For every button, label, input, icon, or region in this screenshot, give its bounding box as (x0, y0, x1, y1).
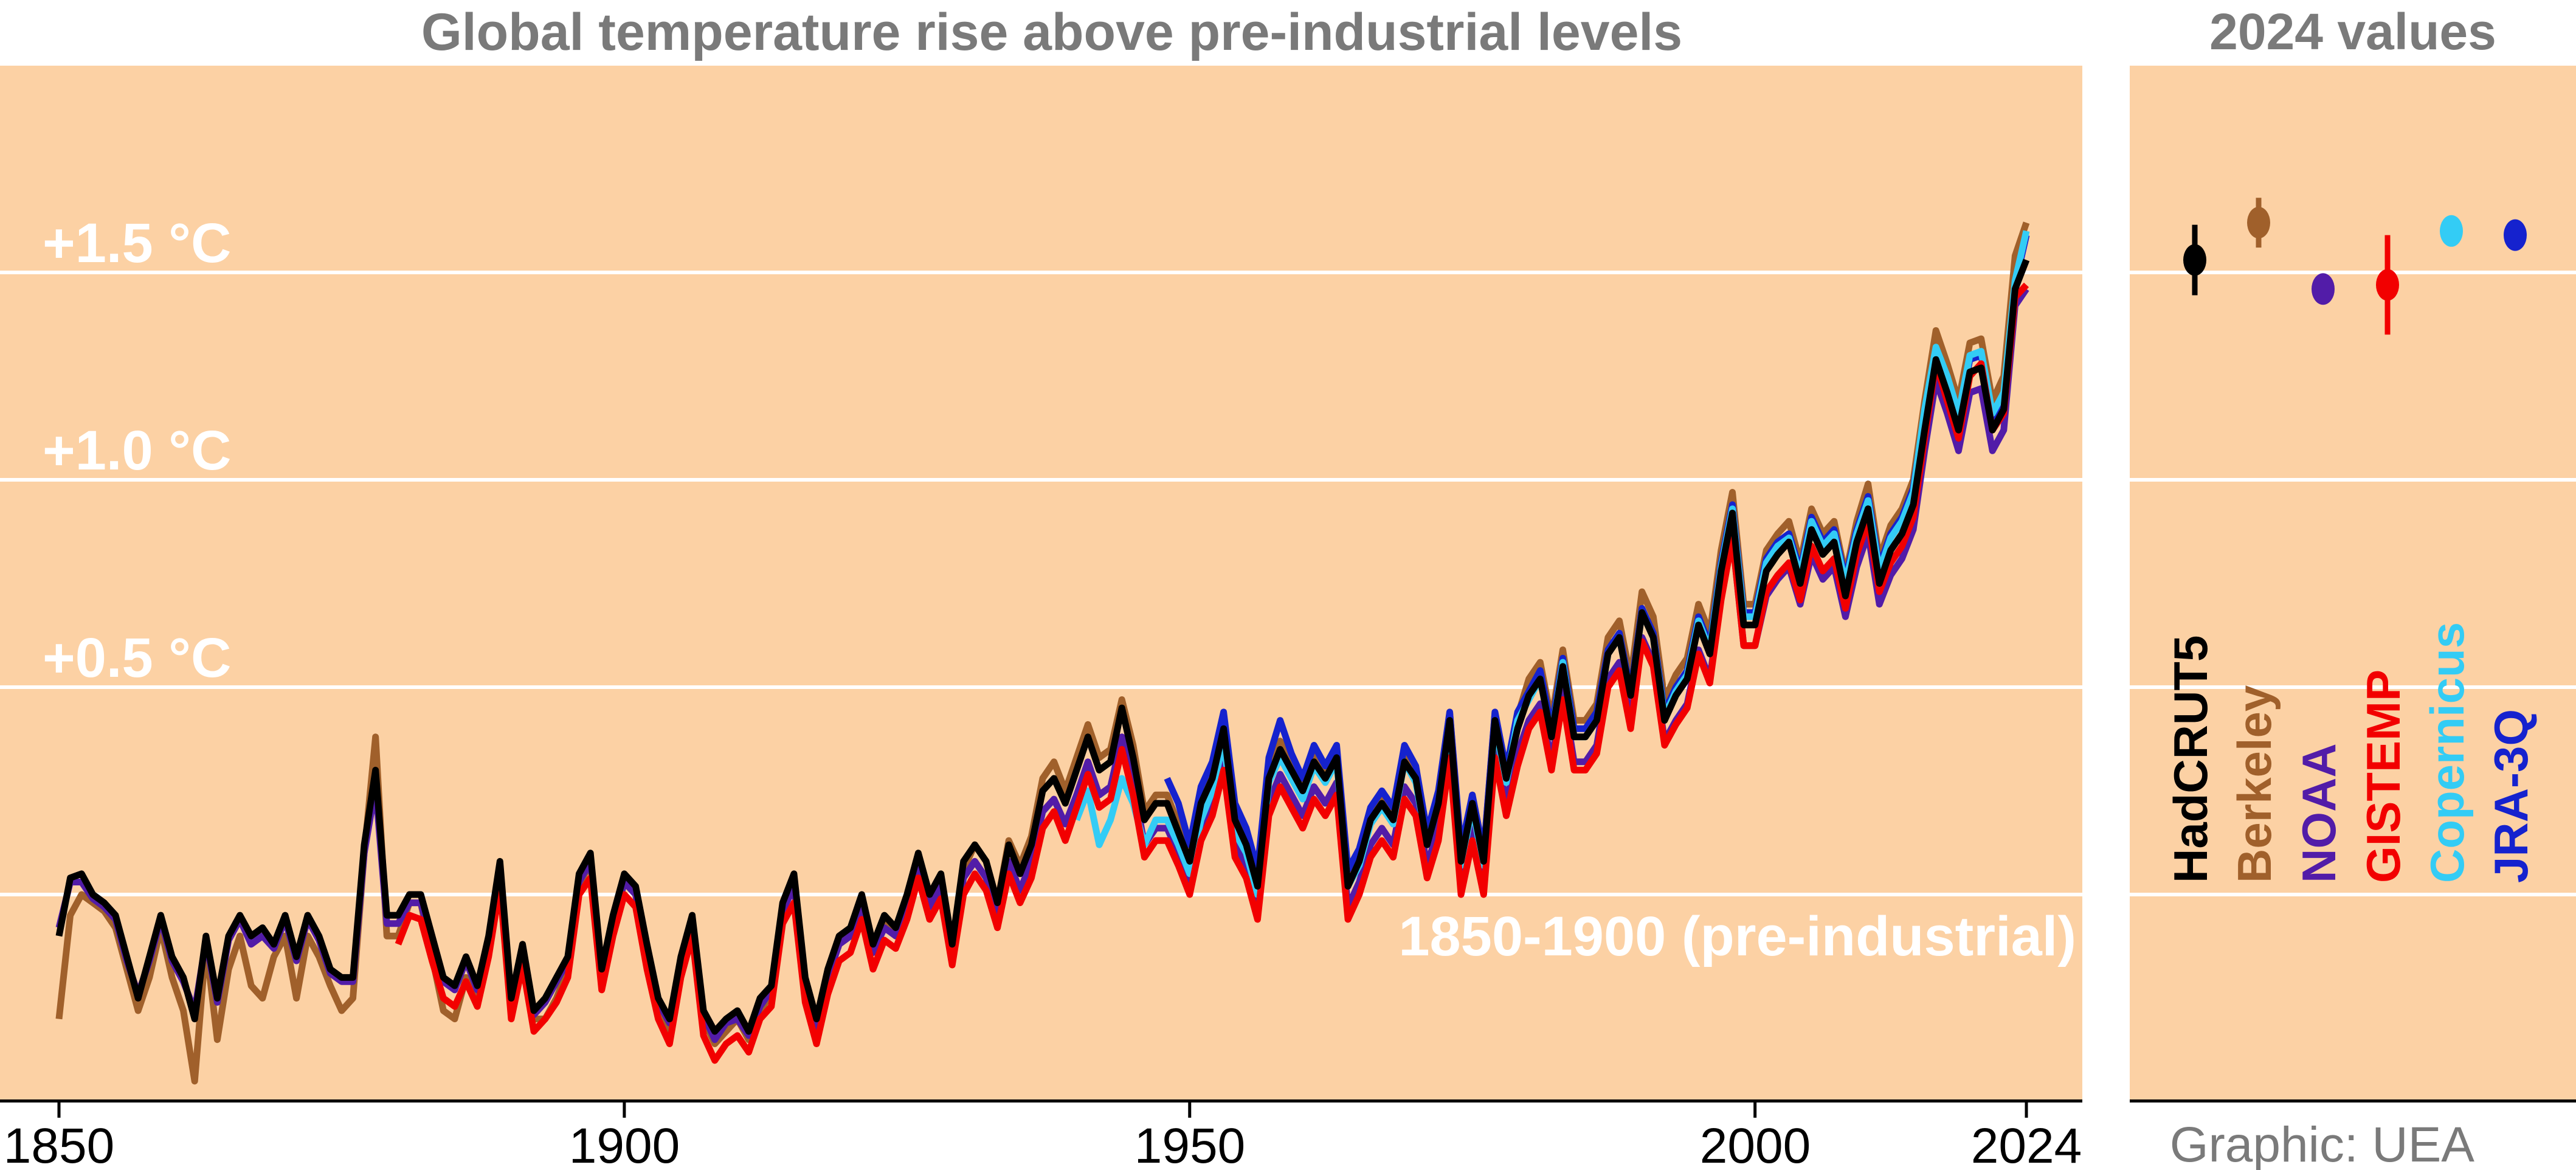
values-panel (2130, 66, 2576, 1101)
gridline-side-0 (2130, 893, 2576, 896)
x-tick-2000 (1753, 1099, 1757, 1118)
x-tick-1950 (1188, 1099, 1192, 1118)
gridline-side-1.5 (2130, 271, 2576, 274)
values-panel-title: 2024 values (2209, 3, 2496, 60)
value-dot-copernicus (2440, 215, 2463, 247)
value-dot-gistemp (2376, 269, 2399, 301)
series-line-noaa (55, 287, 2029, 1044)
x-tick-label-1850: 1850 (3, 1118, 115, 1170)
gridline-0.5 (0, 685, 2082, 689)
page-title: Global temperature rise above pre-indust… (421, 3, 1683, 61)
gridline-side-0.5 (2130, 685, 2576, 689)
x-tick-1900 (623, 1099, 626, 1118)
series-line-hadcrut5 (55, 258, 2030, 1035)
x-tick-1850 (57, 1099, 61, 1118)
series-label-jra-3q: JRA-3Q (2484, 708, 2538, 883)
x-tick-label-1950: 1950 (1134, 1118, 1246, 1170)
value-dot-berkeley (2247, 207, 2270, 239)
series-line-gistemp (395, 282, 2029, 1064)
value-dot-jra-3q (2504, 219, 2527, 251)
x-tick-2024 (2025, 1099, 2028, 1118)
gridline-0 (0, 893, 2082, 896)
x-axis-spine-side (2130, 1099, 2576, 1102)
y-axis-label-1p0: +1.0 °C (43, 420, 232, 482)
x-tick-label-2024: 2024 (1970, 1118, 2082, 1170)
x-axis-spine-main (0, 1099, 2082, 1102)
series-label-copernicus: Copernicus (2420, 621, 2474, 883)
series-line-berkeley (55, 221, 2030, 1085)
gridline-1.5 (0, 271, 2082, 274)
y-axis-label-1p5: +1.5 °C (43, 212, 232, 274)
value-dot-hadcrut5 (2183, 244, 2206, 276)
series-label-berkeley: Berkeley (2228, 685, 2281, 883)
value-dot-noaa (2312, 273, 2335, 305)
series-label-hadcrut5: HadCRUT5 (2164, 635, 2217, 883)
credit-text: Graphic: UEA (2169, 1117, 2474, 1170)
baseline-annotation: 1850-1900 (pre-industrial) (1398, 905, 2076, 968)
gridline-side-1 (2130, 478, 2576, 482)
x-tick-label-1900: 1900 (568, 1118, 680, 1170)
series-label-gistemp: GISTEMP (2357, 669, 2410, 883)
series-label-noaa: NOAA (2292, 743, 2346, 883)
y-axis-label-0p5: +0.5 °C (43, 627, 232, 689)
gridline-1 (0, 478, 2082, 482)
x-tick-label-2000: 2000 (1699, 1118, 1811, 1170)
